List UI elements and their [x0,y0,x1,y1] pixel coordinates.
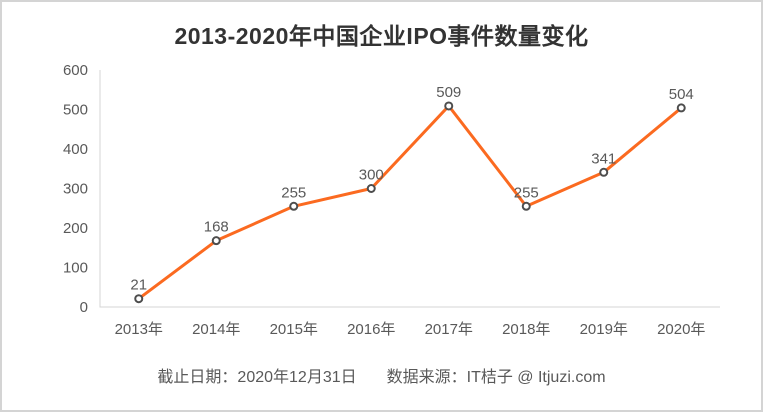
x-axis-tick-label: 2015年 [270,321,318,338]
x-axis-tick-label: 2017年 [425,321,473,338]
data-point-label: 168 [204,219,229,236]
data-point-marker [521,201,531,211]
data-point-marker [211,236,221,246]
data-point-marker [134,294,144,304]
y-axis-tick-label: 300 [63,181,88,198]
data-point-marker [676,103,686,113]
data-point-label: 255 [514,184,539,201]
x-axis-tick-label: 2013年 [115,321,163,338]
data-point-marker [444,101,454,111]
x-axis-tick-label: 2014年 [192,321,240,338]
x-axis-tick-label: 2020年 [657,321,705,338]
axis-lines [99,70,720,308]
chart-title: 2013-2020年中国企业IPO事件数量变化 [174,23,589,49]
y-axis-tick-label: 0 [80,299,88,316]
chart-footer: 截止日期：2020年12月31日 数据来源：IT桔子 @ Itjuzi.com [2,363,761,387]
data-point-marker [599,167,609,177]
y-axis-tick-label: 600 [63,62,88,79]
y-axis-tick-label: 400 [63,141,88,158]
y-axis-tick-label: 200 [63,220,88,237]
data-point-label: 341 [591,150,616,167]
footer-cutoff-date: 截止日期：2020年12月31日 [157,369,357,386]
data-point-label: 255 [281,184,306,201]
y-axis-tick-label: 100 [63,260,88,277]
data-point-label: 300 [359,167,384,184]
x-axis-tick-label: 2018年 [502,321,550,338]
x-axis-tick-label: 2019年 [580,321,628,338]
y-axis-tick-label: 500 [63,102,88,119]
data-point-marker [366,184,376,193]
data-point-label: 504 [669,86,694,103]
footer-data-source: 数据来源：IT桔子 @ Itjuzi.com [386,369,606,386]
data-line [137,104,683,301]
x-axis-tick-label: 2016年 [347,321,395,338]
data-point-label: 509 [436,84,461,101]
data-point-label: 21 [130,277,147,294]
data-point-marker [289,201,299,211]
